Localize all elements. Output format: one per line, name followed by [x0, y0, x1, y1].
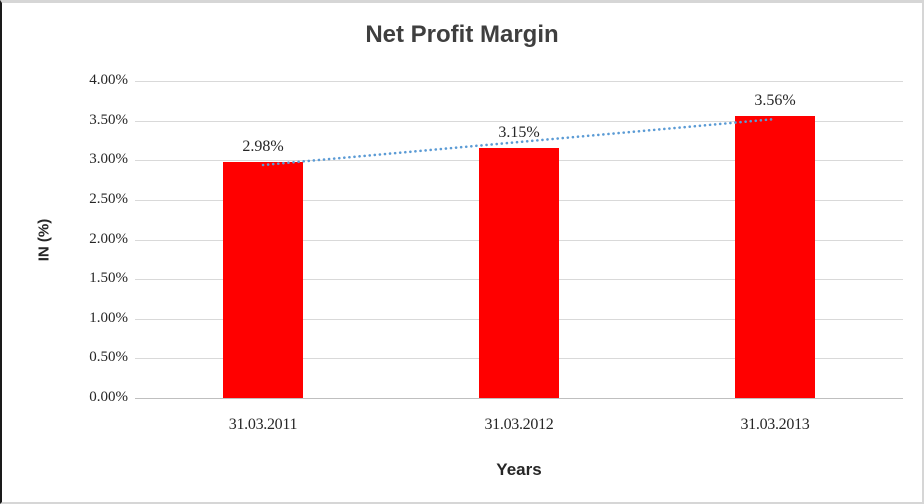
x-axis-line [135, 398, 903, 399]
x-tick-label: 31.03.2013 [740, 416, 810, 433]
bar[interactable] [479, 148, 559, 398]
x-axis-title: Years [496, 460, 542, 479]
gridline [135, 120, 903, 122]
bar[interactable] [223, 161, 303, 398]
y-tick-label: 1.50% [89, 270, 128, 287]
y-tick-label: 2.50% [89, 190, 128, 207]
x-tick-label: 31.03.2011 [228, 416, 298, 433]
data-label: 3.56% [754, 91, 796, 109]
y-tick-label: 3.50% [89, 111, 128, 128]
y-tick-label: 2.00% [89, 230, 128, 247]
plot-area[interactable]: 2.98% 3.15% 3.56% [135, 81, 903, 399]
x-tick-label: 31.03.2012 [484, 416, 554, 433]
chart-title: Net Profit Margin [365, 21, 559, 48]
y-tick-label: 4.00% [89, 72, 128, 88]
trendline[interactable] [135, 81, 903, 398]
data-label: 2.98% [242, 137, 284, 155]
y-tick-label: 1.00% [89, 309, 128, 326]
y-tick-label: 3.00% [89, 151, 128, 168]
bar[interactable] [735, 115, 815, 398]
y-tick-label: 0.50% [89, 349, 128, 366]
data-label: 3.15% [498, 124, 540, 142]
y-tick-label: 0.00% [89, 389, 128, 405]
gridline [135, 81, 903, 82]
